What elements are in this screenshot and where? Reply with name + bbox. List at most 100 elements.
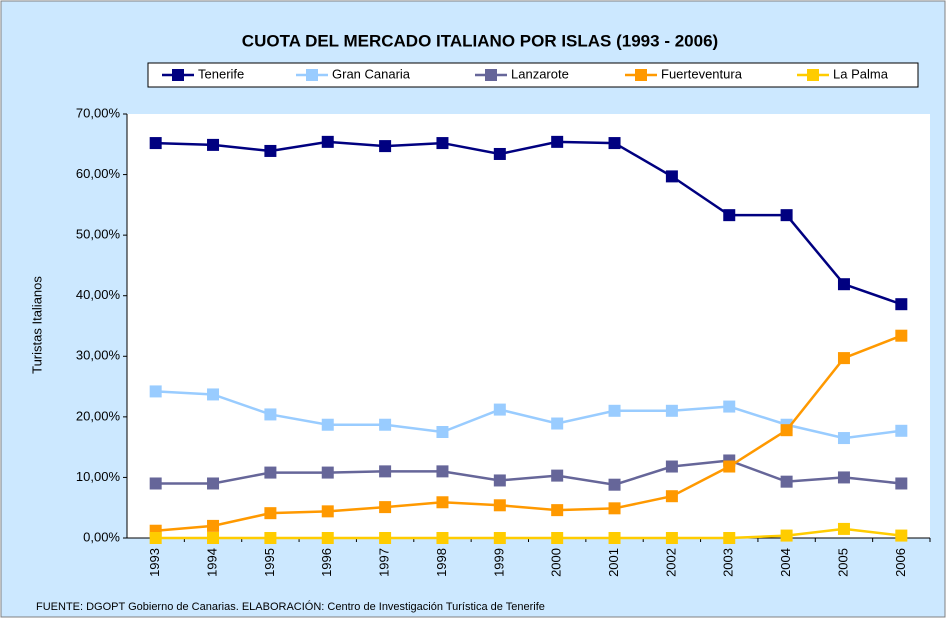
point xyxy=(379,418,392,431)
point xyxy=(895,329,908,342)
point xyxy=(321,135,334,148)
point xyxy=(723,209,736,222)
y-tick-label: 60,00% xyxy=(76,166,121,181)
point xyxy=(493,147,506,160)
point xyxy=(895,477,908,490)
legend xyxy=(147,62,919,88)
point xyxy=(379,465,392,478)
y-tick-label: 20,00% xyxy=(76,408,121,423)
y-tick-label: 50,00% xyxy=(76,227,121,242)
y-tick-label: 70,00% xyxy=(76,105,121,120)
point xyxy=(551,532,564,544)
legend-marker xyxy=(306,69,318,81)
point xyxy=(149,477,162,490)
x-tick-label: 1997 xyxy=(377,548,392,577)
point xyxy=(608,502,621,515)
footer: FUENTE: DGOPT Gobierno de Canarias. ELAB… xyxy=(36,600,545,613)
point xyxy=(264,466,277,479)
legend-label: La Palma xyxy=(833,66,889,81)
point xyxy=(665,532,678,544)
point xyxy=(264,507,277,520)
legend-label: Tenerife xyxy=(198,66,244,81)
legend-label: Lanzarote xyxy=(511,66,569,81)
legend-label: Fuerteventura xyxy=(661,66,743,81)
point xyxy=(207,532,220,544)
point xyxy=(551,469,564,482)
x-tick-label: 2000 xyxy=(549,548,564,577)
point xyxy=(207,519,220,532)
point xyxy=(264,144,277,157)
point xyxy=(551,135,564,148)
point xyxy=(207,477,220,490)
x-tick-label: 2002 xyxy=(663,548,678,577)
y-axis-label: Turistas Italianos xyxy=(29,276,44,374)
point xyxy=(895,298,908,311)
point xyxy=(665,460,678,473)
point xyxy=(379,501,392,514)
point xyxy=(436,426,449,438)
x-tick-label: 1998 xyxy=(434,548,449,577)
x-tick-label: 2001 xyxy=(606,548,621,577)
point xyxy=(551,504,564,517)
point xyxy=(149,385,162,398)
legend-marker xyxy=(172,69,184,81)
point xyxy=(264,408,277,421)
point xyxy=(436,532,449,544)
point xyxy=(608,532,621,544)
point xyxy=(321,505,334,518)
point xyxy=(837,471,850,484)
series-line xyxy=(155,140,902,306)
x-tick-label: 1999 xyxy=(491,548,506,577)
point xyxy=(264,532,277,544)
x-tick-label: 2004 xyxy=(778,548,793,577)
point xyxy=(493,499,506,512)
point xyxy=(436,496,449,509)
legend-marker xyxy=(807,69,819,81)
y-tick-label: 40,00% xyxy=(76,287,121,302)
series-line xyxy=(155,459,902,486)
point xyxy=(551,417,564,430)
point xyxy=(493,532,506,544)
chart-title: CUOTA DEL MERCADO ITALIANO POR ISLAS (19… xyxy=(242,31,718,50)
point xyxy=(780,424,793,437)
point xyxy=(895,424,908,437)
point xyxy=(665,170,678,183)
x-tick-label: 2005 xyxy=(835,548,850,577)
point xyxy=(321,532,334,544)
point xyxy=(608,478,621,491)
point xyxy=(895,529,908,542)
point xyxy=(665,404,678,417)
point xyxy=(149,532,162,544)
point xyxy=(780,529,793,542)
series-line xyxy=(155,527,902,540)
x-tick-label: 2003 xyxy=(721,548,736,577)
legend-marker xyxy=(485,69,497,81)
point xyxy=(837,278,850,291)
point xyxy=(665,490,678,503)
point xyxy=(207,138,220,151)
point xyxy=(379,532,392,544)
legend-marker xyxy=(635,69,647,81)
y-tick-label: 0,00% xyxy=(83,529,120,544)
point xyxy=(493,403,506,416)
point xyxy=(321,418,334,431)
series-line xyxy=(155,390,902,440)
point xyxy=(207,388,220,401)
x-tick-label: 1993 xyxy=(147,548,162,577)
x-tick-label: 2006 xyxy=(893,548,908,577)
legend-label: Gran Canaria xyxy=(332,66,411,81)
point xyxy=(780,209,793,222)
point xyxy=(149,137,162,150)
x-tick-label: 1995 xyxy=(262,548,277,577)
point xyxy=(723,532,736,544)
x-tick-label: 1994 xyxy=(204,548,219,577)
y-tick-label: 10,00% xyxy=(76,469,121,484)
point xyxy=(780,475,793,488)
point xyxy=(608,404,621,417)
point xyxy=(723,400,736,413)
x-tick-label: 1996 xyxy=(319,548,334,577)
point xyxy=(321,466,334,479)
point xyxy=(837,522,850,535)
point xyxy=(436,465,449,478)
